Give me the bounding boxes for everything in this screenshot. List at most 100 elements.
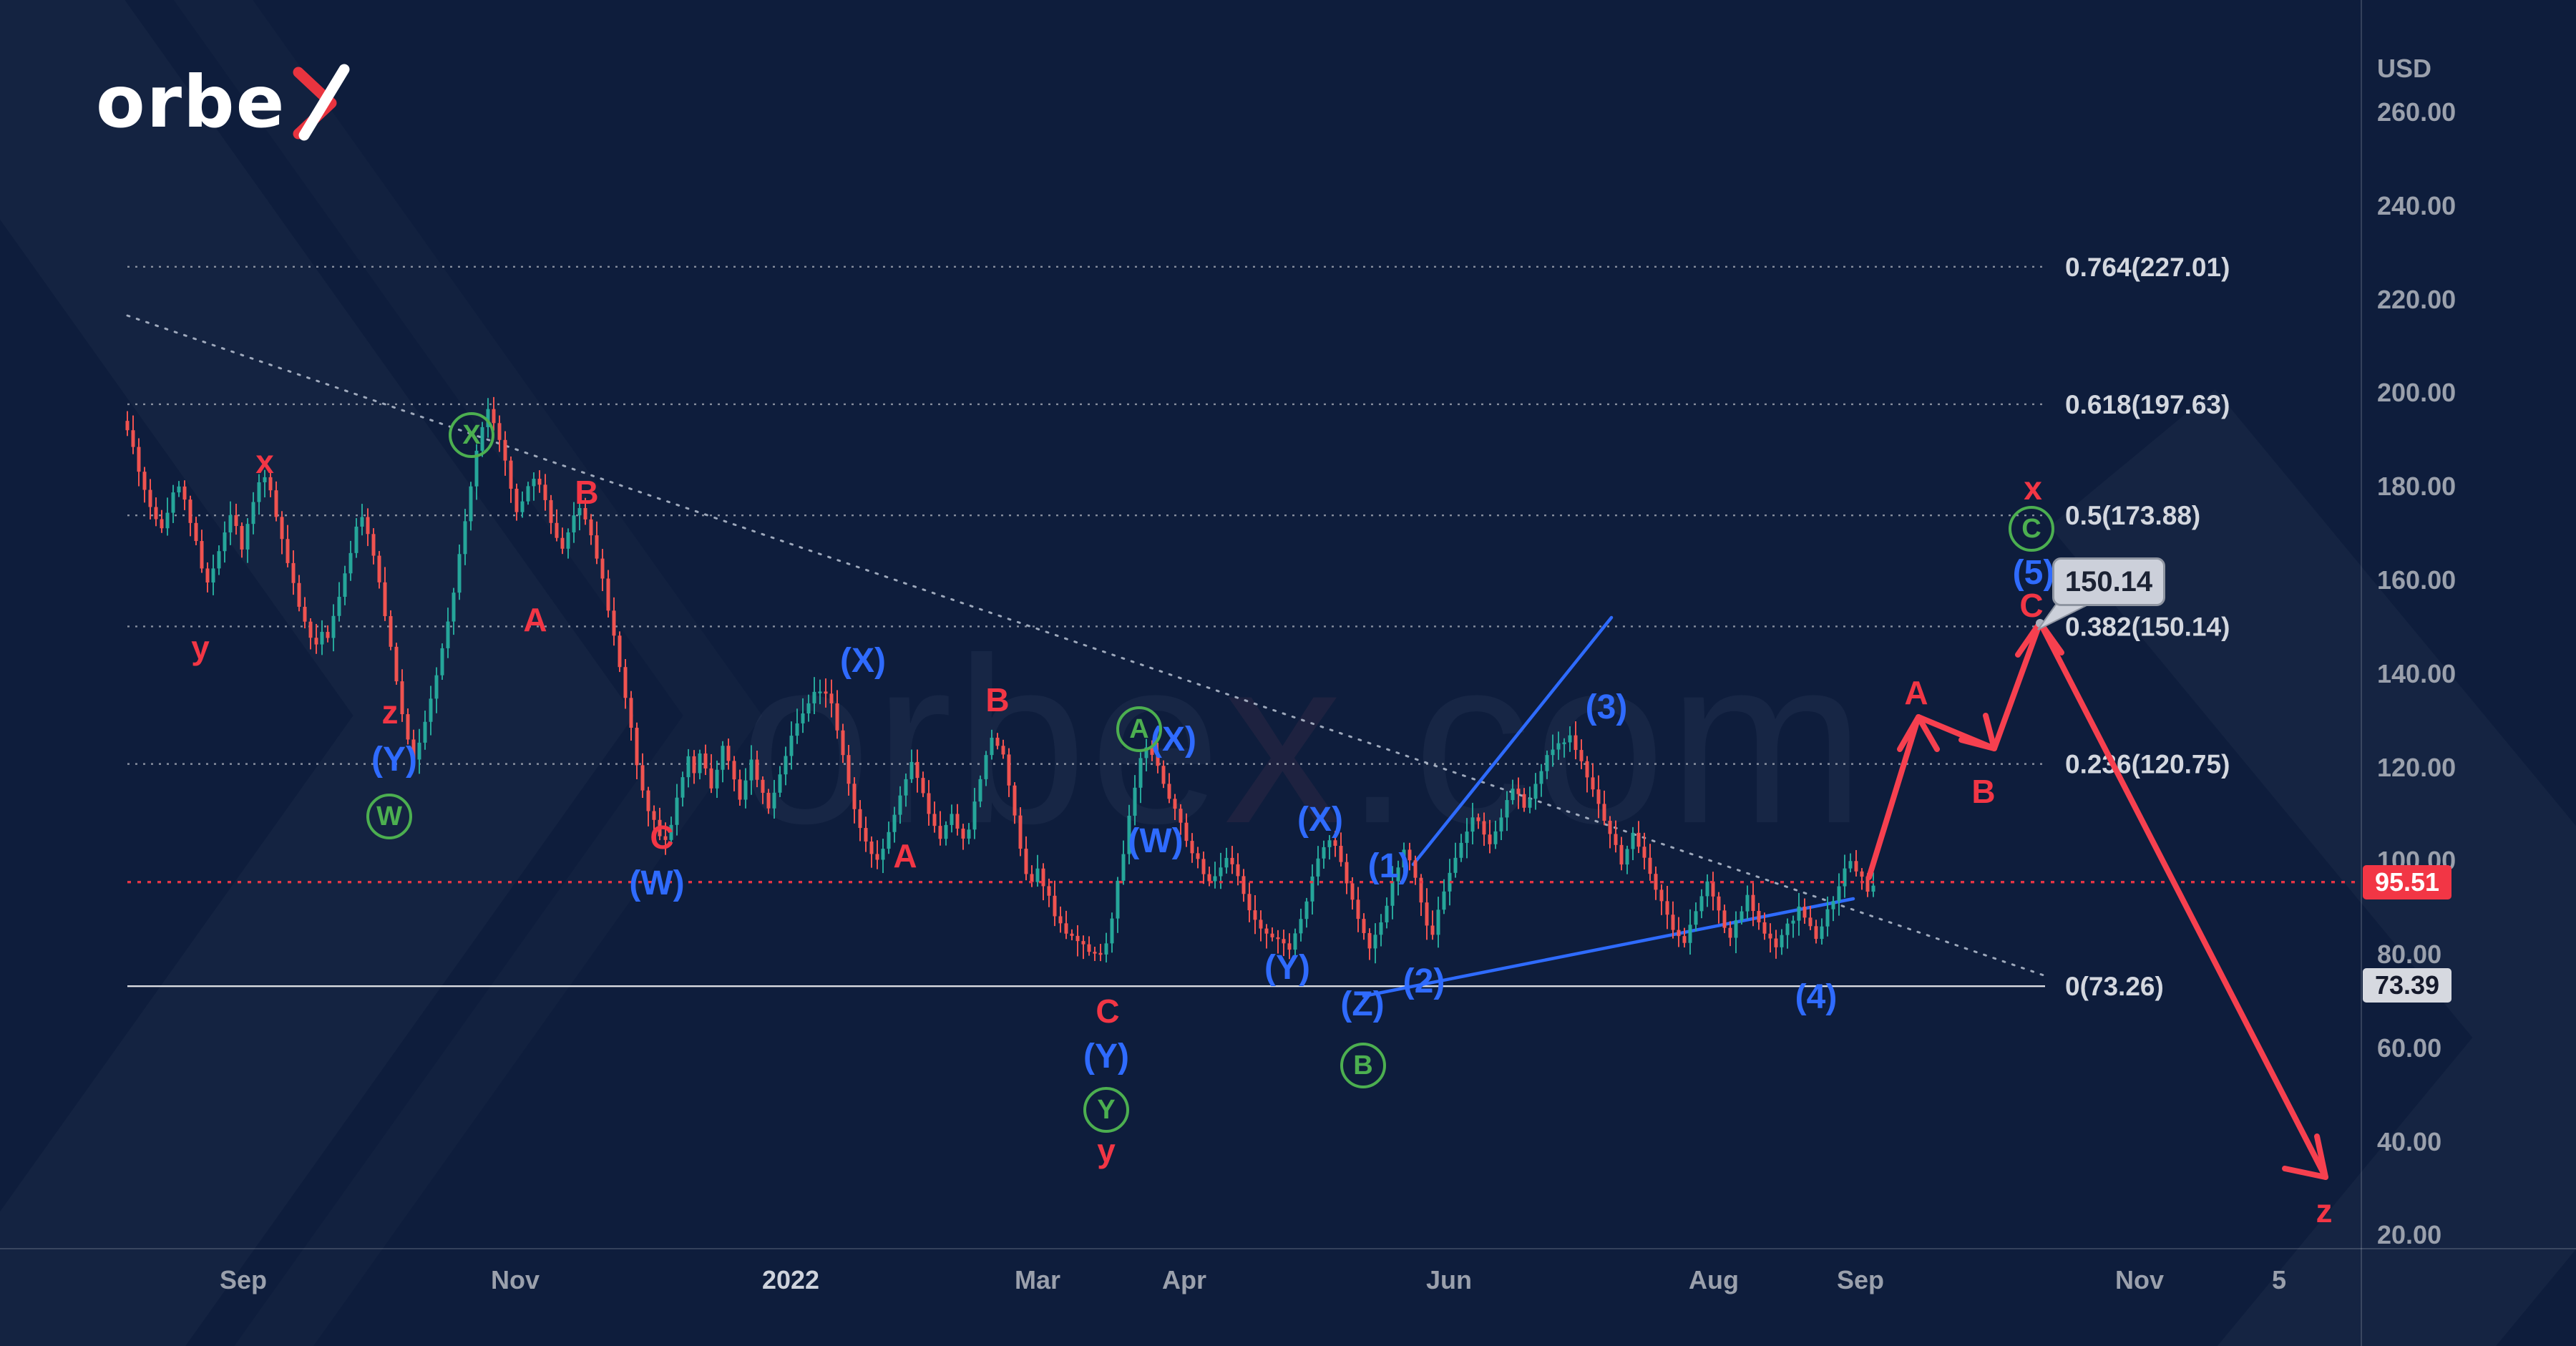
- candle-body: [1665, 901, 1669, 915]
- candle-body: [1728, 927, 1732, 938]
- candle-body: [1768, 933, 1772, 939]
- candle-body: [1098, 952, 1103, 955]
- candle-body: [1797, 906, 1801, 921]
- candle-body: [1047, 886, 1051, 896]
- candle-body: [1024, 849, 1028, 874]
- candle-body: [1259, 920, 1263, 929]
- candle-body: [526, 486, 530, 502]
- candle-body: [1574, 735, 1578, 751]
- candle-body: [600, 558, 605, 579]
- candle-body: [972, 801, 977, 830]
- candle-body: [1734, 920, 1738, 938]
- candle-body: [812, 691, 816, 703]
- candle-body: [1213, 876, 1217, 882]
- candle-body: [532, 479, 536, 487]
- candle-body: [326, 632, 330, 638]
- candle-body: [1138, 758, 1143, 788]
- candle-body: [841, 730, 845, 756]
- candle-body: [1442, 891, 1446, 910]
- candle-body: [909, 761, 914, 779]
- candle-body: [887, 832, 891, 849]
- candle-body: [726, 746, 731, 761]
- candle-body: [1327, 840, 1332, 847]
- candle-body: [680, 777, 685, 798]
- candle-body: [411, 739, 416, 760]
- candle-body: [984, 755, 988, 779]
- candle-body: [1791, 920, 1795, 924]
- candle-body: [1820, 926, 1824, 940]
- candle-body: [995, 737, 1000, 746]
- candle-body: [1671, 915, 1675, 930]
- fib-level-label: 0(73.26): [2065, 972, 2164, 1001]
- candle-body: [1774, 938, 1778, 947]
- candle-body: [640, 765, 645, 791]
- candle-body: [343, 573, 347, 598]
- price-target-tooltip: 150.14: [2052, 557, 2165, 606]
- candle-body: [452, 592, 456, 622]
- candle-body: [1116, 880, 1120, 919]
- candle-body: [1694, 911, 1698, 925]
- candle-body: [182, 486, 187, 500]
- candle-body: [1837, 886, 1841, 902]
- candle-body: [1367, 932, 1372, 949]
- candle-body: [892, 814, 897, 832]
- candle-body: [520, 501, 525, 512]
- candle-body: [205, 568, 210, 583]
- candle-body: [1362, 919, 1366, 933]
- candle-body: [915, 761, 919, 779]
- candle-body: [1430, 925, 1435, 935]
- candle-body: [245, 524, 250, 550]
- candle-body: [1545, 755, 1549, 771]
- candle-body: [1648, 857, 1652, 874]
- candle-body: [961, 828, 965, 839]
- candle-body: [440, 648, 444, 676]
- candle-body: [858, 809, 862, 829]
- candle-body: [1470, 817, 1475, 832]
- candle-body: [360, 517, 364, 527]
- blue-trendline: [1362, 897, 1855, 998]
- candle-body: [503, 439, 507, 461]
- candle-body: [1087, 944, 1091, 952]
- candle-body: [978, 779, 982, 802]
- candle-body: [1551, 749, 1555, 756]
- candle-body: [778, 774, 782, 793]
- candle-body: [1390, 881, 1395, 906]
- candle-body: [1075, 935, 1080, 942]
- candle-body: [881, 849, 885, 860]
- candle-body: [1121, 854, 1126, 881]
- candle-body: [583, 508, 587, 520]
- candle-body: [732, 761, 736, 780]
- fib-level-label: 0.382(150.14): [2065, 612, 2230, 641]
- candle-body: [938, 826, 942, 839]
- candle-body: [852, 784, 857, 809]
- candle-body: [480, 426, 484, 451]
- candle-body: [194, 522, 198, 542]
- candle-body: [1287, 943, 1292, 950]
- candle-body: [188, 499, 192, 523]
- candle-body: [1035, 868, 1040, 882]
- candle-body: [400, 681, 404, 715]
- projection-arrowhead: [2282, 1133, 2328, 1180]
- candle-body: [1602, 804, 1606, 821]
- candle-body: [486, 409, 490, 427]
- candle-body: [669, 824, 673, 840]
- candle-body: [1625, 849, 1629, 865]
- candle-body: [474, 450, 479, 487]
- candle-body: [1207, 874, 1211, 882]
- candle-body: [1282, 939, 1286, 944]
- fib-level-label: 0.5(173.88): [2065, 501, 2200, 530]
- candle-body: [509, 460, 513, 489]
- candle-body: [829, 693, 834, 703]
- candle-body: [457, 554, 462, 593]
- candle-body: [629, 698, 633, 728]
- candle-body: [1865, 877, 1870, 892]
- candle-body: [1253, 910, 1257, 920]
- candle-body: [921, 778, 925, 794]
- candle-body: [1591, 777, 1595, 790]
- candle-body: [1608, 821, 1612, 834]
- candle-body: [692, 756, 696, 774]
- candle-body: [406, 714, 410, 740]
- candle-body: [635, 728, 639, 766]
- candle-body: [646, 790, 650, 811]
